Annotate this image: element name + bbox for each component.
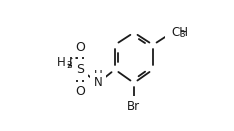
Text: CH: CH [171, 26, 188, 39]
Text: N: N [69, 56, 77, 69]
Text: 2: 2 [66, 61, 72, 70]
Text: O: O [75, 85, 85, 98]
Text: O: O [75, 41, 85, 54]
Text: H: H [94, 69, 102, 82]
Text: N: N [94, 77, 102, 89]
Text: S: S [76, 63, 84, 76]
Text: H: H [57, 56, 66, 69]
Text: Br: Br [127, 100, 140, 113]
Text: 3: 3 [179, 31, 185, 40]
